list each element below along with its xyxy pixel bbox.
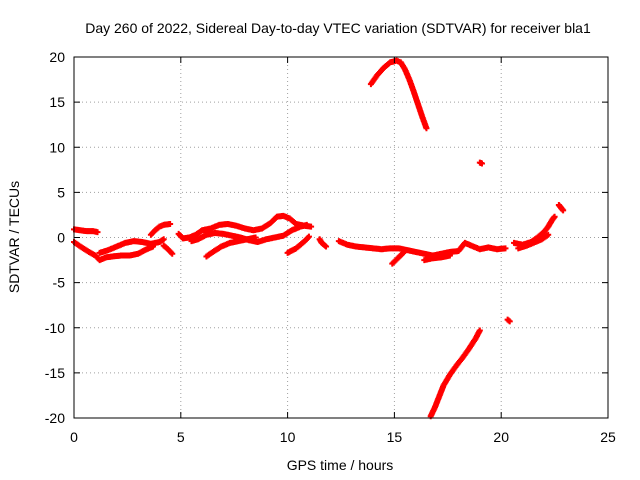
series-s14 <box>511 213 558 248</box>
series-s10 <box>316 236 330 250</box>
x-tick-label: 10 <box>280 429 296 445</box>
grid <box>74 57 608 418</box>
data-point <box>423 125 430 132</box>
y-axis-label: SDTVAR / TECUs <box>6 181 22 293</box>
y-tick-label: -20 <box>45 410 65 426</box>
y-tick-label: 0 <box>57 230 65 246</box>
data-point <box>167 220 174 227</box>
data-point <box>476 327 483 334</box>
data-point <box>252 234 259 241</box>
x-tick-label: 5 <box>177 429 185 445</box>
data-point <box>308 223 315 230</box>
data-point <box>446 252 453 259</box>
data-point <box>560 207 567 214</box>
data-point <box>506 318 513 325</box>
series-s9 <box>284 233 312 256</box>
y-tick-label: 15 <box>49 94 65 110</box>
data-point <box>160 236 167 243</box>
data-point <box>303 221 310 228</box>
series-s20 <box>504 316 513 325</box>
y-tick-label: -5 <box>53 275 66 291</box>
series-s7 <box>188 221 310 246</box>
chart-title: Day 260 of 2022, Sidereal Day-to-day VTE… <box>85 20 591 36</box>
series-s2 <box>71 239 157 264</box>
series-s13 <box>421 252 453 264</box>
axis-ticks: 0 5 10 15 20 25 -20 -15 -10 -5 0 5 10 15 20 <box>45 49 616 445</box>
x-tick-label: 15 <box>387 429 403 445</box>
series-s12 <box>389 248 409 267</box>
series-s16 <box>555 202 567 214</box>
series-s6 <box>175 212 315 242</box>
x-tick-label: 25 <box>600 429 616 445</box>
data-point <box>305 233 312 240</box>
data-point <box>502 245 509 252</box>
series-s8 <box>203 234 259 260</box>
y-tick-label: -10 <box>45 320 65 336</box>
y-tick-label: 10 <box>49 139 65 155</box>
data-points <box>71 57 567 420</box>
data-point <box>478 160 485 167</box>
series-s15 <box>515 231 552 252</box>
series-s3 <box>96 236 167 256</box>
series-s4 <box>147 220 174 238</box>
data-point <box>94 229 101 236</box>
data-point <box>402 248 409 255</box>
series-s19 <box>476 159 485 167</box>
data-point <box>323 243 330 250</box>
series-s18 <box>427 327 483 420</box>
data-point <box>545 231 552 238</box>
series-s5 <box>160 242 176 257</box>
y-tick-label: 5 <box>57 184 65 200</box>
x-tick-label: 0 <box>70 429 78 445</box>
y-tick-label: -15 <box>45 365 65 381</box>
data-point <box>551 213 558 220</box>
x-tick-label: 20 <box>493 429 509 445</box>
data-point <box>169 250 176 257</box>
x-axis-label: GPS time / hours <box>287 457 394 473</box>
y-tick-label: 20 <box>49 49 65 65</box>
series-s17 <box>367 57 430 132</box>
